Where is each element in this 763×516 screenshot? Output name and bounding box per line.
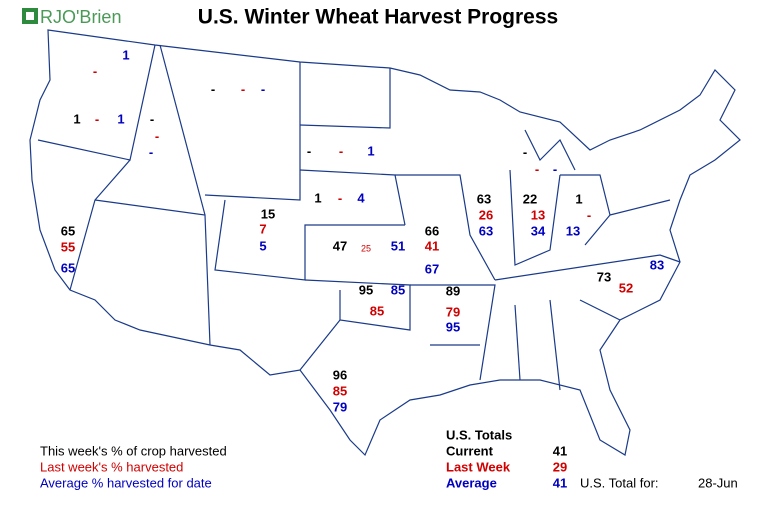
state-current: 65 [61, 223, 75, 238]
state-current: 63 [477, 191, 491, 206]
state-last: 79 [446, 304, 460, 319]
state-current: 1 [73, 111, 80, 126]
state-current: 15 [261, 206, 275, 221]
us-map [29, 29, 741, 457]
state-current: 89 [446, 283, 460, 298]
state-last: 52 [619, 280, 633, 295]
state-average: 1 [122, 47, 129, 62]
state-last: 13 [531, 207, 545, 222]
state-last: - [587, 207, 591, 222]
state-current: - [523, 144, 527, 159]
state-average: 95 [446, 319, 460, 334]
state-last: 26 [479, 207, 493, 222]
state-last: - [339, 143, 343, 158]
total-date: 28-Jun [698, 475, 738, 490]
state-last: 7 [259, 221, 266, 236]
state-average: 1 [367, 143, 374, 158]
state-average: 13 [566, 223, 580, 238]
totals-title: U.S. Totals [446, 427, 512, 442]
state-current: - [211, 81, 215, 96]
state-last: 85 [333, 383, 347, 398]
state-last: - [95, 111, 99, 126]
total-label: Average [446, 475, 497, 490]
state-last: - [93, 63, 97, 78]
legend-average: Average % harvested for date [40, 475, 212, 490]
state-last: 41 [425, 238, 439, 253]
state-average: 65 [61, 260, 75, 275]
legend: This week's % of crop harvested Last wee… [40, 443, 227, 490]
total-value: 41 [553, 443, 567, 458]
state-last: - [338, 190, 342, 205]
state-current: - [307, 143, 311, 158]
logo-text: RJO'Brien [40, 7, 121, 27]
state-last: - [535, 161, 539, 176]
state-last: 25 [361, 243, 371, 253]
total-value: 41 [553, 475, 567, 490]
total-value: 29 [553, 459, 567, 474]
total-for-label: U.S. Total for: [580, 475, 659, 490]
state-average: - [149, 144, 153, 159]
total-label: Last Week [446, 459, 511, 474]
state-average: 67 [425, 261, 439, 276]
state-average: 4 [357, 190, 365, 205]
state-average: 63 [479, 223, 493, 238]
state-average: 85 [391, 282, 405, 297]
state-current: 22 [523, 191, 537, 206]
state-current: 73 [597, 269, 611, 284]
legend-current: This week's % of crop harvested [40, 443, 227, 458]
state-current: 95 [359, 282, 373, 297]
totals: U.S. Totals Current 41 Last Week 29 Aver… [446, 427, 738, 490]
legend-last: Last week's % harvested [40, 459, 183, 474]
state-average: 1 [117, 111, 124, 126]
state-last: 85 [370, 303, 384, 318]
state-last: - [241, 81, 245, 96]
state-current: 47 [333, 238, 347, 253]
state-average: 51 [391, 238, 405, 253]
state-last: 55 [61, 239, 75, 254]
state-average: 83 [650, 257, 664, 272]
state-average: - [261, 81, 265, 96]
state-current: - [150, 111, 154, 126]
state-current: 66 [425, 223, 439, 238]
state-average: 34 [531, 223, 546, 238]
state-current: 96 [333, 367, 347, 382]
state-last: - [155, 128, 159, 143]
title: U.S. Winter Wheat Harvest Progress [198, 6, 558, 29]
total-label: Current [446, 443, 494, 458]
state-average: 79 [333, 399, 347, 414]
state-current: 1 [314, 190, 321, 205]
state-average: 5 [259, 238, 266, 253]
state-current: 1 [575, 191, 582, 206]
logo: RJO'Brien [22, 7, 121, 27]
state-average: - [553, 161, 557, 176]
